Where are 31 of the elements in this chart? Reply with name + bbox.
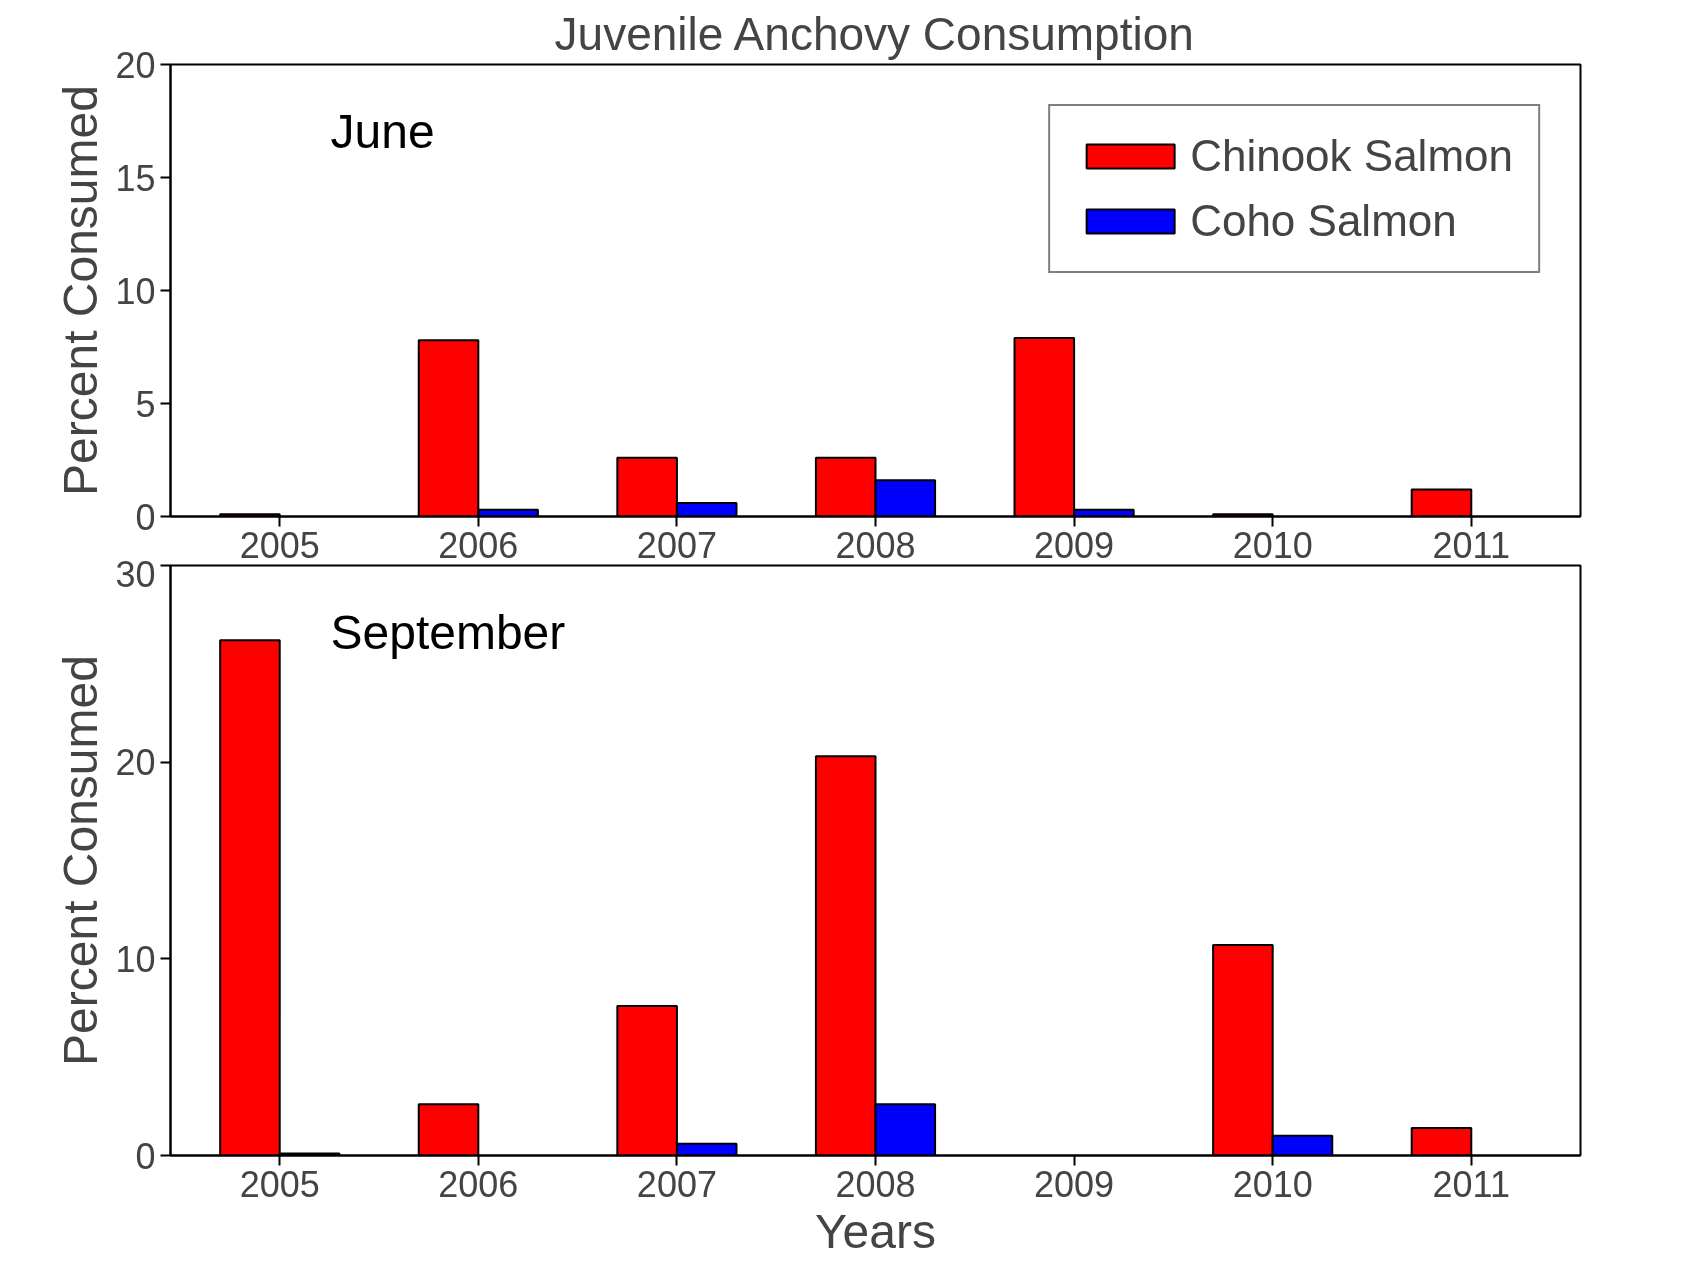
x-tick-label: 2010: [1232, 524, 1313, 566]
x-tick-label: 2010: [1232, 1163, 1313, 1205]
y-tick-label: 0: [135, 1135, 156, 1177]
annotation: September: [330, 605, 566, 659]
y-tick-label: 30: [115, 553, 156, 595]
x-tick-label: 2006: [438, 1163, 519, 1205]
x-tick-label: 2005: [239, 1163, 320, 1205]
y-axis-title: Percent Consumed: [54, 85, 108, 496]
x-tick-label: 2011: [1432, 1163, 1510, 1205]
y-tick-label: 5: [135, 383, 156, 425]
y-axis-title: Percent Consumed: [54, 655, 108, 1066]
annotation: June: [330, 104, 435, 158]
x-axis-title: Years: [815, 1204, 936, 1258]
x-tick-label: 2007: [636, 524, 717, 566]
x-tick-label: 2011: [1432, 524, 1510, 566]
legend-label: Chinook Salmon: [1190, 131, 1513, 181]
y-tick-label: 0: [135, 496, 156, 538]
x-tick-label: 2008: [835, 1163, 916, 1205]
x-tick-label: 2008: [835, 524, 916, 566]
chart-title: Juvenile Anchovy Consumption: [554, 7, 1194, 60]
x-tick-label: 2007: [636, 1163, 717, 1205]
x-tick-label: 2005: [239, 524, 320, 566]
x-tick-label: 2009: [1034, 1163, 1115, 1205]
y-tick-label: 10: [115, 270, 156, 312]
y-tick-label: 20: [115, 742, 156, 784]
y-tick-label: 20: [115, 44, 156, 86]
x-tick-label: 2009: [1034, 524, 1115, 566]
y-tick-label: 10: [115, 938, 156, 980]
x-tick-label: 2006: [438, 524, 519, 566]
y-tick-label: 15: [115, 157, 156, 199]
legend-label: Coho Salmon: [1190, 196, 1457, 246]
